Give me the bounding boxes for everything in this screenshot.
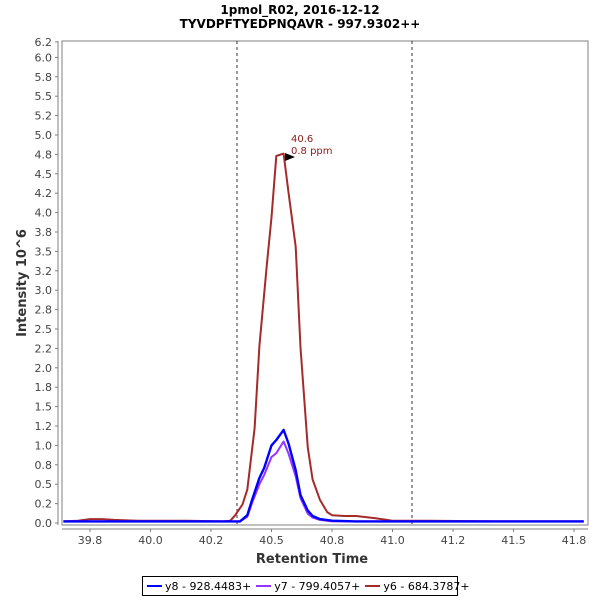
y-tick-label: 3.0 <box>35 284 53 297</box>
legend: y8 - 928.4483+ y7 - 799.4057+ y6 - 684.3… <box>142 576 470 596</box>
legend-label: y7 - 799.4057+ <box>274 579 361 593</box>
y-tick-label: 4.5 <box>35 168 53 181</box>
y-tick-label: 0.2 <box>35 498 53 511</box>
x-tick-label: 40.8 <box>320 534 345 547</box>
legend-item-y7[interactable]: y7 - 799.4057+ <box>256 580 360 593</box>
y-tick-label: 4.0 <box>35 207 53 220</box>
y-tick-label: 2.2 <box>35 342 53 355</box>
y-tick-label: 0.8 <box>35 459 53 472</box>
legend-item-y8[interactable]: y8 - 928.4483+ <box>147 580 251 593</box>
y-tick-label: 1.2 <box>35 420 53 433</box>
chromatogram-traces <box>63 152 584 523</box>
x-tick-label: 40.2 <box>199 534 224 547</box>
legend-label: y8 - 928.4483+ <box>165 579 252 593</box>
y-tick-label: 0.0 <box>35 517 53 530</box>
peak-annotation: 40.60.8 ppm <box>285 134 333 161</box>
legend-item-y6[interactable]: y6 - 684.3787+ <box>365 579 470 593</box>
y-tick-label: 5.2 <box>35 110 53 123</box>
chart-title-line1: 1pmol_R02, 2016-12-12 <box>220 3 380 17</box>
y-axis-title: Intensity 10^6 <box>15 229 30 337</box>
y-tick-label: 2.0 <box>35 362 53 375</box>
y-tick-label: 1.0 <box>35 439 53 452</box>
x-tick-label: 39.8 <box>78 534 103 547</box>
legend-swatch-icon <box>256 585 272 587</box>
y-tick-label: 4.2 <box>35 187 53 200</box>
y-tick-label: 5.5 <box>35 90 53 103</box>
chart-title-line2: TYVDPFTYEDPNQAVR - 997.9302++ <box>179 17 421 31</box>
y-tick-label: 5.0 <box>35 129 53 142</box>
peak-marker-icon <box>285 153 295 161</box>
integration-boundaries <box>236 41 413 525</box>
y-tick-label: 2.8 <box>35 304 53 317</box>
legend-swatch-icon <box>147 585 162 587</box>
y-tick-label: 3.5 <box>35 245 53 258</box>
x-tick-label: 41.5 <box>501 534 526 547</box>
y-tick-label: 6.0 <box>35 51 53 64</box>
plot-area <box>61 40 589 526</box>
y-tick-label: 4.8 <box>35 148 53 161</box>
legend-swatch-icon <box>365 585 381 587</box>
y-tick-label: 5.8 <box>35 71 53 84</box>
y-tick-label: 2.5 <box>35 323 53 336</box>
legend-label: y6 - 684.3787+ <box>383 579 470 593</box>
peak-rt-label: 40.6 <box>291 134 313 145</box>
x-tick-label: 41.8 <box>562 534 587 547</box>
x-axis-title: Retention Time <box>256 552 368 567</box>
x-axis: 39.8 40.0 40.2 40.5 40.8 41.0 41.2 41.5 41.8 <box>62 528 588 547</box>
trace-y8[interactable] <box>63 428 584 523</box>
y-tick-label: 3.2 <box>35 265 53 278</box>
y-tick-label: 0.5 <box>35 478 53 491</box>
x-tick-label: 40.0 <box>138 534 163 547</box>
y-tick-label: 1.5 <box>35 401 53 414</box>
y-tick-label: 3.8 <box>35 226 53 239</box>
x-tick-label: 41.2 <box>441 534 466 547</box>
y-tick-label: 1.8 <box>35 381 53 394</box>
y-axis: 0.0 0.2 0.5 0.8 1.0 1.2 1.5 1.8 2.0 2.2 2.5 2.8 3.0 3… <box>35 36 59 530</box>
x-tick-label: 40.5 <box>259 534 284 547</box>
y-tick-label: 6.2 <box>35 36 53 49</box>
peak-ppm-label: 0.8 ppm <box>291 146 333 157</box>
x-tick-label: 41.0 <box>380 534 405 547</box>
